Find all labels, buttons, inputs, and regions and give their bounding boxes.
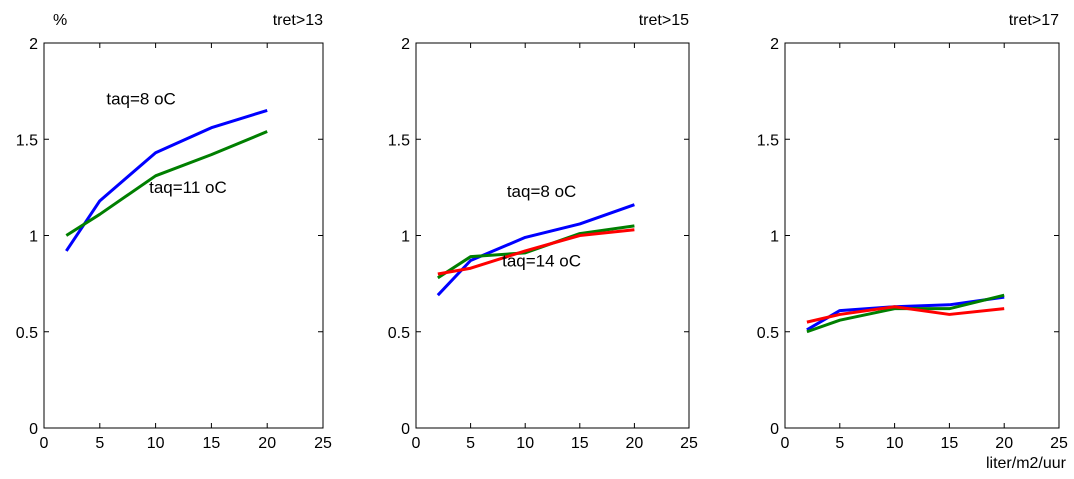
series-annotation: taq=8 oC bbox=[106, 90, 175, 109]
series-line-3 bbox=[437, 228, 635, 276]
series-line-1 bbox=[436, 203, 635, 297]
series-line-1 bbox=[65, 108, 268, 252]
y-tick-label: 2 bbox=[770, 36, 779, 53]
y-tick-label: 0 bbox=[401, 421, 410, 438]
axes-box bbox=[415, 42, 690, 429]
y-tick-label: 1 bbox=[29, 229, 38, 246]
y-tick-label: 0 bbox=[29, 421, 38, 438]
x-tick-label: 10 bbox=[886, 435, 904, 452]
x-tick-label: 0 bbox=[40, 435, 49, 452]
chart-title: tret>13 bbox=[273, 12, 323, 29]
series-line-3 bbox=[806, 305, 1005, 324]
series-line-2 bbox=[65, 130, 268, 237]
series-annotation: taq=14 oC bbox=[502, 251, 581, 270]
x-tick-label: 5 bbox=[95, 435, 104, 452]
y-tick-label: 0.5 bbox=[388, 325, 410, 342]
y-tick-label: 1.5 bbox=[388, 132, 410, 149]
axes-box bbox=[784, 42, 1060, 429]
chart-title: tret>15 bbox=[639, 12, 689, 29]
series-annotation: taq=11 oC bbox=[149, 178, 227, 197]
x-tick-label: 0 bbox=[781, 435, 790, 452]
x-tick-label: 10 bbox=[516, 435, 534, 452]
y-tick-label: 2 bbox=[29, 36, 38, 53]
x-tick-label: 5 bbox=[466, 435, 475, 452]
y-tick-label: 1.5 bbox=[16, 132, 38, 149]
x-tick-label: 15 bbox=[941, 435, 959, 452]
series-line-2 bbox=[437, 224, 635, 280]
x-tick-label: 20 bbox=[258, 435, 276, 452]
x-tick-label: 25 bbox=[680, 435, 698, 452]
chart-panel-2: 0 5 10 15 20 25 0 0.5 1 1.5 2 taq=8 oC taq=14 oC tret… bbox=[388, 12, 698, 452]
y-tick-label: 2 bbox=[401, 36, 410, 53]
x-tick-label: 25 bbox=[314, 435, 332, 452]
y-tick-label: 0.5 bbox=[757, 325, 779, 342]
y-tick-label: 1.5 bbox=[757, 132, 779, 149]
chart-panel-3: 0 5 10 15 20 25 0 0.5 1 1.5 2 tret>17 liter/m2/uur bbox=[757, 12, 1068, 472]
chart-title: tret>17 bbox=[1009, 12, 1059, 29]
series-line-2 bbox=[806, 293, 1005, 334]
x-tick-label: 15 bbox=[571, 435, 589, 452]
series-annotation: taq=8 oC bbox=[507, 182, 576, 201]
y-tick-label: 0.5 bbox=[16, 325, 38, 342]
y-tick-label: 0 bbox=[770, 421, 779, 438]
x-tick-label: 25 bbox=[1050, 435, 1068, 452]
x-tick-label: 5 bbox=[835, 435, 844, 452]
x-tick-label: 15 bbox=[203, 435, 221, 452]
x-tick-label: 20 bbox=[995, 435, 1013, 452]
y-tick-label: 1 bbox=[401, 229, 410, 246]
x-axis-label: liter/m2/uur bbox=[986, 455, 1067, 472]
y-axis-label: % bbox=[53, 12, 67, 29]
axes-box bbox=[43, 42, 324, 429]
y-tick-label: 1 bbox=[770, 229, 779, 246]
x-tick-label: 0 bbox=[412, 435, 421, 452]
x-tick-label: 20 bbox=[626, 435, 644, 452]
x-tick-label: 10 bbox=[147, 435, 165, 452]
chart-panel-1: 0 5 10 15 20 25 0 0.5 1 1.5 2 taq=8 oC taq=11 oC tret… bbox=[16, 12, 332, 452]
